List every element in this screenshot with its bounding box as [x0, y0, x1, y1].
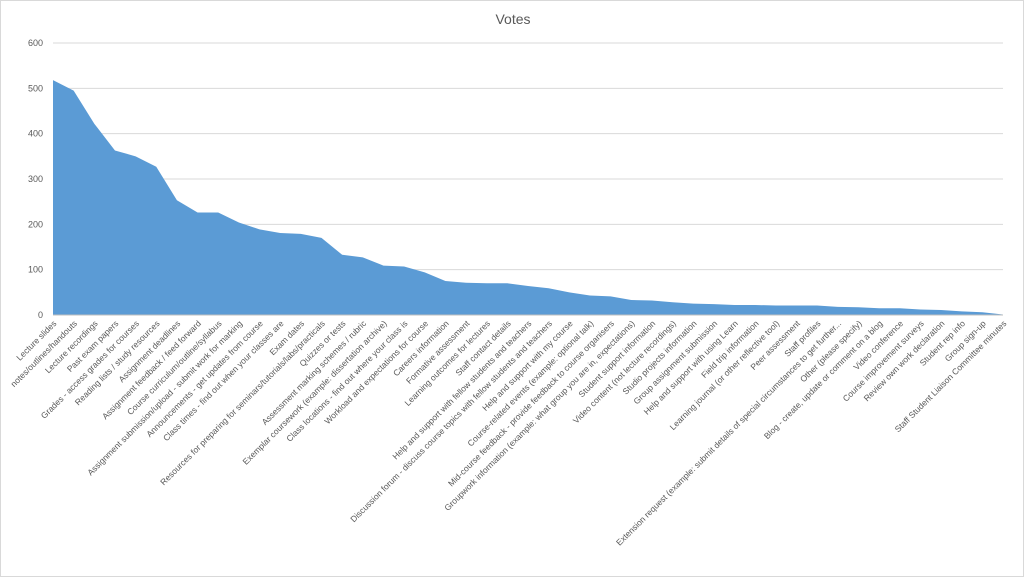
y-tick-label: 100 [28, 265, 43, 275]
area-series [53, 80, 1003, 315]
y-tick-label: 600 [28, 38, 43, 48]
x-axis-ticks: Lecture slidesnotes/outlines/handoutsLec… [8, 318, 1008, 548]
plot-area [52, 80, 1004, 316]
y-tick-label: 200 [28, 219, 43, 229]
y-tick-label: 400 [28, 129, 43, 139]
y-tick-label: 500 [28, 83, 43, 93]
y-axis-ticks: 0 100 200 300 400 500 600 [28, 38, 43, 320]
y-tick-label: 300 [28, 174, 43, 184]
y-tick-label: 0 [38, 310, 43, 320]
chart-title: Votes [495, 11, 530, 27]
